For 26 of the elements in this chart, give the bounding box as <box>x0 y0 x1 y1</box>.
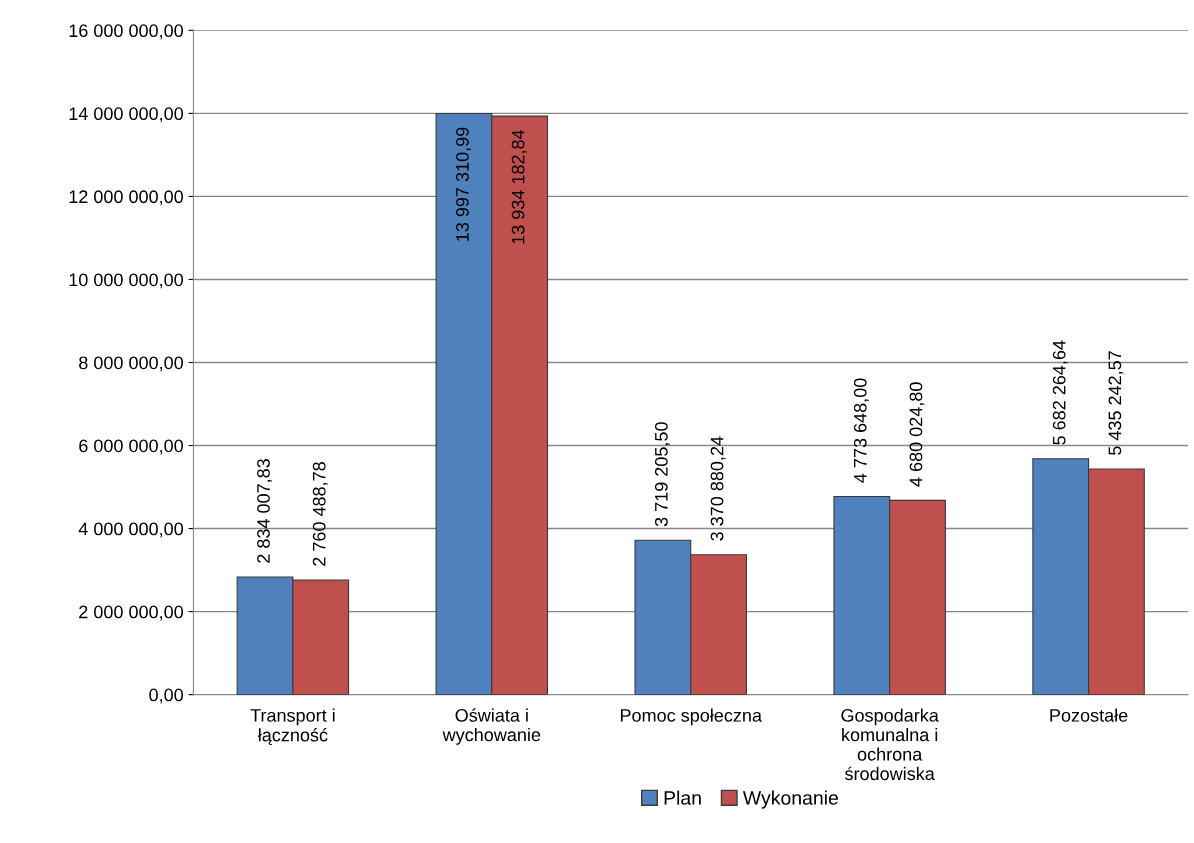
x-tick-label: Transport i łączność <box>250 708 335 746</box>
data-label: 5 435 242,57 <box>1108 351 1124 455</box>
data-label: 5 682 264,64 <box>1052 340 1068 445</box>
y-tick-label: 10 000 000,00 <box>69 273 184 289</box>
legend-label: Plan <box>664 790 701 805</box>
y-tick-label: 6 000 000,00 <box>79 439 184 455</box>
data-label: 4 773 648,00 <box>853 378 869 483</box>
data-label: 3 370 880,24 <box>710 436 726 541</box>
data-label: 2 834 007,83 <box>257 459 273 563</box>
data-label: 3 719 205,50 <box>654 422 670 527</box>
x-tick-label: Gospodarka komunalna i ochrona środowiska <box>841 708 939 781</box>
x-tick-label: Pomoc społeczna <box>620 708 762 726</box>
x-tick-label: Pozostałe <box>1050 708 1128 722</box>
y-tick-label: 12 000 000,00 <box>69 190 184 206</box>
legend-label: Wykonanie <box>742 790 838 809</box>
y-tick-label: 4 000 000,00 <box>78 522 184 538</box>
y-tick-label: 14 000 000,00 <box>69 107 184 123</box>
y-tick-label: 16 000 000,00 <box>69 24 184 40</box>
y-tick-label: 0,00 <box>149 688 183 704</box>
x-tick-label: Oświata i wychowanie <box>442 708 541 745</box>
y-tick-label: 2 000 000,00 <box>79 605 184 621</box>
data-label: 2 760 488,78 <box>312 462 328 566</box>
data-label: 13 997 310,99 <box>456 127 471 241</box>
data-label: 13 934 182,84 <box>511 129 527 244</box>
data-label: 4 680 024,80 <box>909 382 925 487</box>
y-tick-label: 8 000 000,00 <box>79 356 184 372</box>
